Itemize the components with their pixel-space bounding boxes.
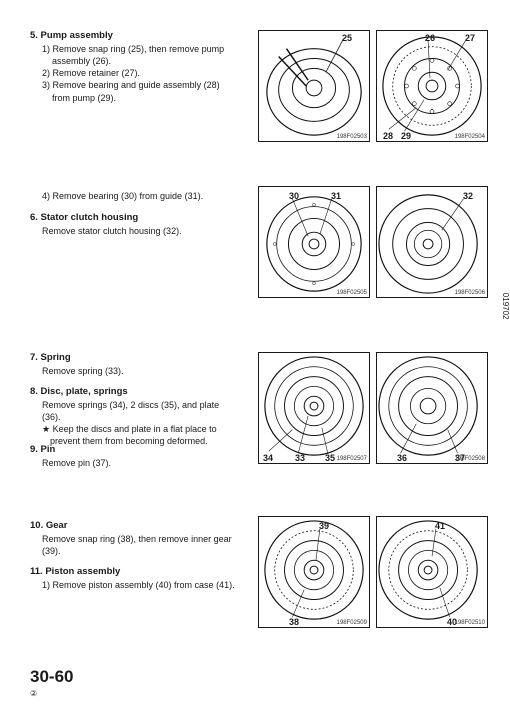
callout-28: 28 [383, 131, 393, 141]
callout-35: 35 [325, 453, 335, 463]
callout-27: 27 [465, 33, 475, 43]
fig-code-7: 198F02509 [337, 620, 367, 626]
callout-25: 25 [342, 33, 352, 43]
callout-30: 30 [289, 191, 299, 201]
callout-31: 31 [331, 191, 341, 201]
figure-198F02505: 30 31 198F02505 [258, 186, 370, 298]
side-number: 019702 [502, 293, 510, 320]
callout-38: 38 [289, 617, 299, 627]
fig-code-6: 198F02508 [455, 456, 485, 462]
fig-code-1: 198F02503 [337, 134, 367, 140]
callout-34: 34 [263, 453, 273, 463]
figure-198F02508: 36 37 198F02508 [376, 352, 488, 464]
section-7: 7. Spring Remove spring (33). [30, 352, 240, 377]
figure-198F02510: 41 40 198F02510 [376, 516, 488, 628]
section-9: 9. Pin Remove pin (37). [30, 444, 240, 469]
callout-26: 26 [425, 33, 435, 43]
callout-36: 36 [397, 453, 407, 463]
section-11-body: 1) Remove piston assembly (40) from case… [30, 579, 240, 591]
page-footer: 30-60 ② [30, 667, 73, 698]
s5-line2: 2) Remove retainer (27). [42, 67, 240, 79]
figure-198F02503: 25 198F02503 [258, 30, 370, 142]
fig-code-5: 198F02507 [337, 456, 367, 462]
section-10: 10. Gear Remove snap ring (38), then rem… [30, 520, 240, 557]
figure-198F02506: 32 198F02506 [376, 186, 488, 298]
section-6-body: Remove stator clutch housing (32). [30, 225, 240, 237]
figure-198F02507: 34 33 35 198F02507 [258, 352, 370, 464]
section-8-body: Remove springs (34), 2 discs (35), and p… [42, 399, 240, 423]
s5-line3: 3) Remove bearing and guide assembly (28… [42, 79, 240, 103]
section-8-title: 8. Disc, plate, springs [30, 386, 240, 397]
section-5-body: 1) Remove snap ring (25), then remove pu… [30, 43, 240, 104]
section-11-title: 11. Piston assembly [30, 566, 240, 577]
section-7-title: 7. Spring [30, 352, 240, 363]
callout-29: 29 [401, 131, 411, 141]
figure-row-4: 39 38 198F02509 41 40 198F02510 [258, 516, 498, 640]
callout-33: 33 [295, 453, 305, 463]
fig-code-2: 198F02504 [455, 134, 485, 140]
section-5: 5. Pump assembly 1) Remove snap ring (25… [30, 30, 240, 104]
callout-39: 39 [319, 521, 329, 531]
section-10-body: Remove snap ring (38), then remove inner… [30, 533, 240, 557]
callout-32: 32 [463, 191, 473, 201]
section-9-body: Remove pin (37). [30, 457, 240, 469]
section-7-body: Remove spring (33). [30, 365, 240, 377]
fig-code-8: 198F02510 [455, 620, 485, 626]
circled-number: ② [30, 689, 73, 698]
fig-code-3: 198F02505 [337, 290, 367, 296]
page-number: 30-60 [30, 667, 73, 687]
figure-row-2: 30 31 198F02505 32 198F02506 [258, 186, 498, 310]
callout-41: 41 [435, 521, 445, 531]
figure-row-3: 34 33 35 198F02507 36 37 198F02508 [258, 352, 498, 476]
section-6-title: 6. Stator clutch housing [30, 212, 240, 223]
figure-198F02504: 26 27 28 29 198F02504 [376, 30, 488, 142]
s5b-line: 4) Remove bearing (30) from guide (31). [42, 190, 240, 202]
section-10-title: 10. Gear [30, 520, 240, 531]
section-5-title: 5. Pump assembly [30, 30, 240, 41]
section-11: 11. Piston assembly 1) Remove piston ass… [30, 566, 240, 591]
s5-line1: 1) Remove snap ring (25), then remove pu… [42, 43, 240, 67]
section-8: 8. Disc, plate, springs Remove springs (… [30, 386, 240, 448]
section-5b: 4) Remove bearing (30) from guide (31). [30, 190, 240, 202]
fig-code-4: 198F02506 [455, 290, 485, 296]
section-6: 6. Stator clutch housing Remove stator c… [30, 212, 240, 237]
section-9-title: 9. Pin [30, 444, 240, 455]
figure-row-1: 25 198F02503 26 [258, 30, 498, 154]
figure-198F02509: 39 38 198F02509 [258, 516, 370, 628]
